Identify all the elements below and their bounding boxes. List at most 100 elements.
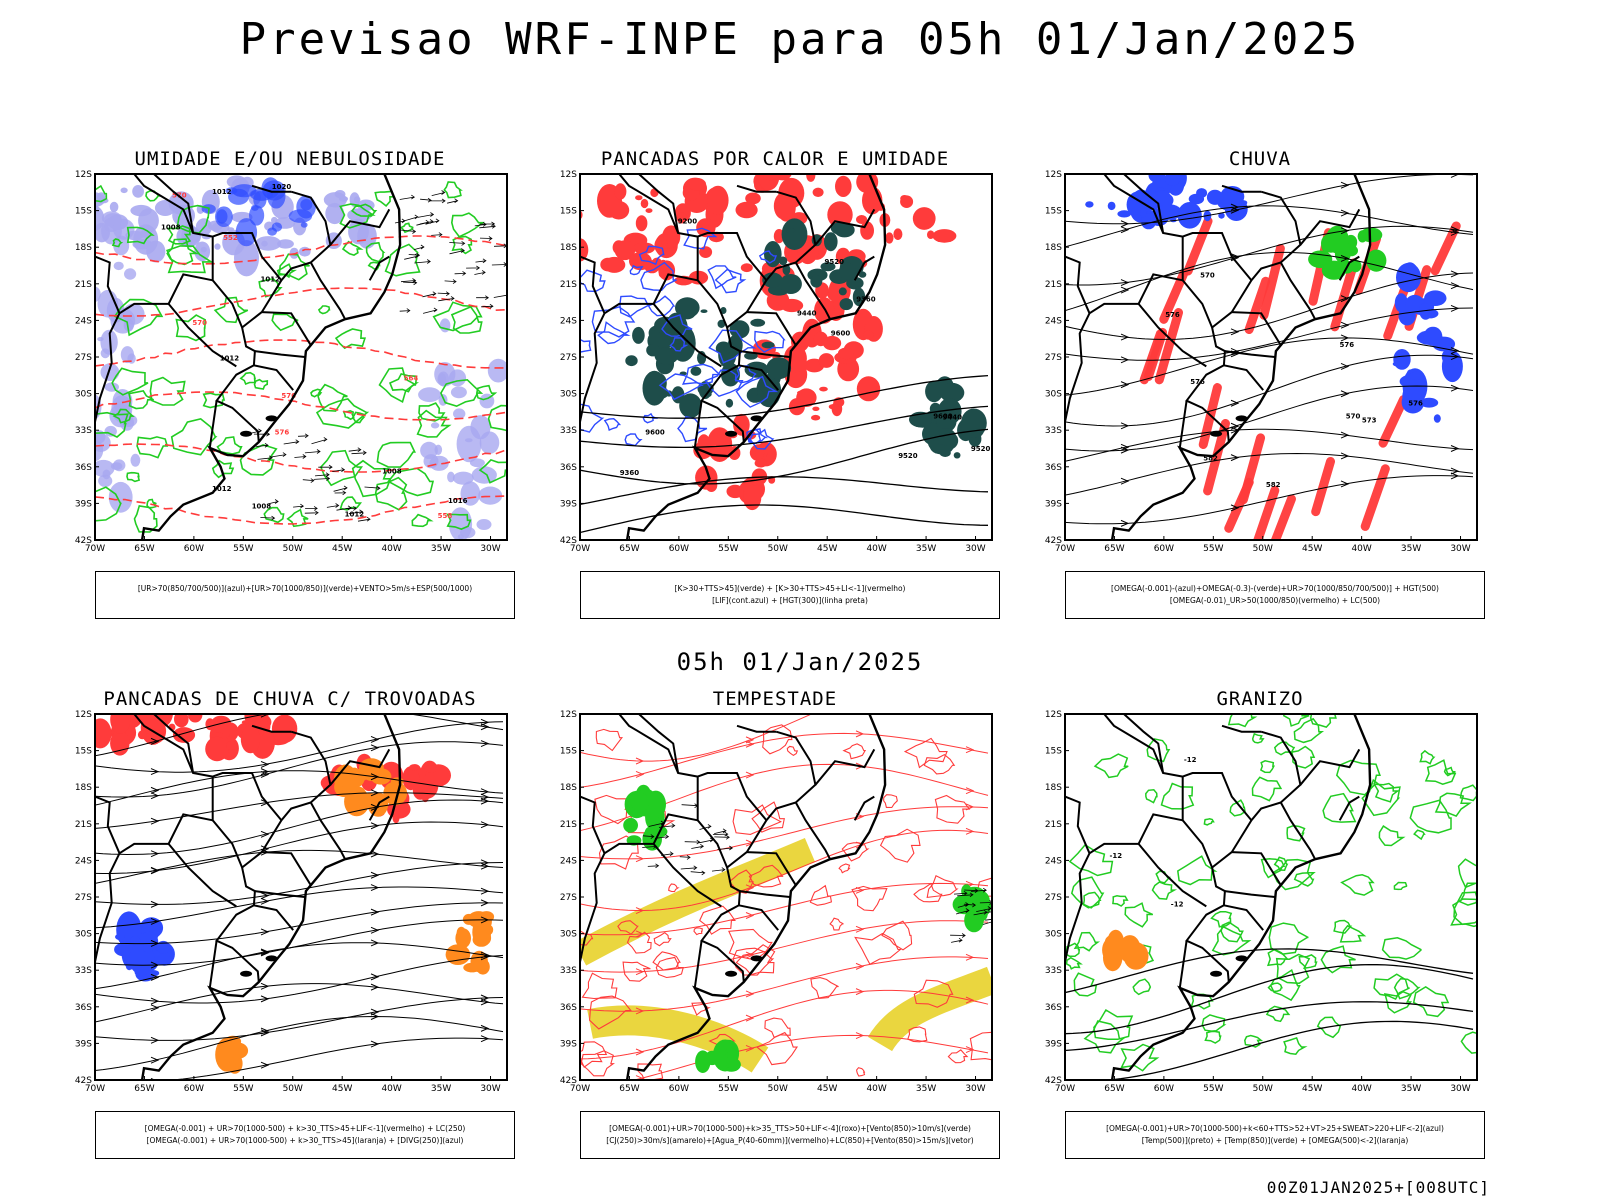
humidity-contour [443,181,463,199]
precipitable-water-contour [617,920,639,935]
streamline [95,714,504,757]
state-border [368,255,390,281]
streamline-arrow [855,925,865,933]
lifted-index-contour [734,365,757,384]
shaded-area [370,768,392,785]
lon-tick-label: 35W [1401,1084,1421,1094]
wind-vector [444,279,457,284]
streamline-arrow [965,787,975,795]
streamline-arrow [480,1035,490,1043]
wind-vector [419,219,434,225]
legend-line-1: [OMEGA(-0.001) + UR>70(1000-500) + k>30_… [144,1124,466,1133]
lon-tick-label: 60W [669,1084,689,1094]
humidity-contour [350,203,378,217]
state-border [1065,302,1139,423]
state-border [329,748,391,786]
state-border [1137,813,1207,908]
shaded-area [729,320,750,339]
shaded-area [251,204,259,211]
contour-label: 1012 [345,510,365,518]
wind-vector [403,214,419,222]
lat-tick-label: 42S [1045,1076,1062,1086]
shaded-area [456,926,466,939]
humidity-contour [387,467,435,497]
state-border [309,802,346,860]
shaded-area [231,184,257,198]
wind-vector [414,259,431,264]
streamline [632,1034,989,1080]
state-border [212,232,283,281]
panel-granizo: GRANIZO -12 -12 -12 12S 15S 18S 21S 24S 27S 30S 33… [1045,688,1485,1168]
wind-vector [985,918,992,921]
shaded-area [717,319,726,328]
humidity-contour [319,449,364,487]
precipitable-water-contour [595,728,624,752]
shaded-area [1107,201,1116,211]
contour-label: -12 [1110,852,1123,860]
shaded-area [1394,293,1408,313]
wind-vector [318,464,333,470]
shaded-area [194,241,211,262]
temperature-850-contour [1286,824,1306,842]
streamline-arrow [150,792,160,800]
precipitable-water-contour [947,1049,969,1064]
state-border [1224,890,1276,898]
temperature-850-contour [1083,1020,1126,1054]
precipitable-water-contour [580,930,594,946]
temperature-850-contour [1132,978,1152,996]
state-border [1223,904,1264,931]
wind-vector [476,295,490,301]
streamline-arrow [635,968,645,976]
temperature-850-contour [1409,799,1452,834]
temperature-850-contour [1459,784,1477,802]
shaded-area [418,387,441,403]
lon-tick-label: 65W [134,1084,154,1094]
temperature-850-contour [1068,843,1114,877]
streamline-arrow [150,866,160,874]
streamline-arrow [370,736,380,743]
state-border [1137,273,1207,368]
shaded-area [961,408,987,438]
streamline-arrow [965,1046,975,1054]
lon-tick-label: 35W [916,544,936,554]
shaded-area [110,714,131,734]
streamline-arrow [260,768,270,776]
streamline [1065,948,1474,994]
humidity-contour [136,436,169,459]
wind-vector [973,909,988,916]
shaded-area [726,484,744,499]
shaded-area [623,817,638,833]
streamline-arrow [965,803,975,811]
shaded-area [350,768,365,787]
streamline-arrow [1120,477,1130,485]
coastline [1110,714,1372,1080]
temperature-850-contour [1372,782,1400,803]
streamline [1065,452,1474,496]
lat-tick-label: 39S [75,499,92,509]
humidity-contour [286,508,309,528]
streamline-arrow [260,1061,270,1069]
shaded-area [108,481,133,513]
lon-tick-label: 70W [570,1084,590,1094]
shaded-area [325,202,345,225]
temperature-850-contour [1151,881,1178,900]
state-border [580,302,654,423]
state-border [254,890,306,898]
streamline-arrow [480,899,490,907]
streamline-arrow [855,1032,865,1039]
wind-vector [351,450,367,456]
lat-tick-label: 27S [1045,893,1062,903]
state-border [736,184,777,193]
precipitable-water-contour [581,972,618,1000]
shaded-area [233,1054,241,1064]
temperature-850-contour [1339,924,1367,943]
wind-vector [953,890,968,896]
precipitable-water-contour [854,932,902,965]
lat-tick-label: 27S [1045,353,1062,363]
contour-label: 1012 [212,188,232,196]
streamline-arrow [965,827,975,835]
wind-vector [332,467,346,473]
shaded-area [152,949,170,966]
wind-vector [479,221,496,227]
shaded-area [214,243,221,250]
